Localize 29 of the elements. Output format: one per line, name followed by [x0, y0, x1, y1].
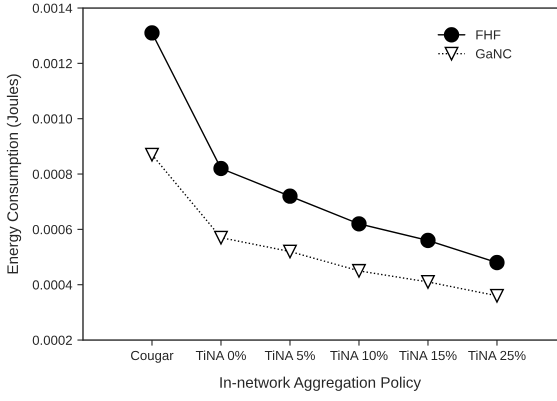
legend-label: FHF	[476, 30, 500, 40]
legend-label: GaNC	[476, 49, 512, 58]
y-tick-label: 0.0010	[32, 114, 72, 124]
y-axis-title: Energy Consumption (Joules)	[6, 74, 22, 274]
y-tick-label: 0.0012	[32, 58, 72, 68]
x-axis-title: In-network Aggregation Policy	[220, 376, 422, 391]
point	[145, 148, 159, 162]
x-tick-label: TiNA 10%	[330, 350, 388, 360]
y-tick-label: 0.0014	[32, 4, 72, 13]
point	[282, 188, 298, 204]
point	[490, 288, 504, 303]
y-tick-label: 0.0002	[32, 336, 72, 345]
x-tick-label: TiNA 15%	[399, 350, 457, 360]
point	[351, 216, 367, 232]
x-tick-label: TiNA 5%	[264, 350, 315, 360]
y-tick-label: 0.0006	[32, 224, 72, 234]
point	[214, 230, 228, 245]
point	[144, 25, 160, 41]
point	[489, 254, 505, 270]
point	[420, 232, 436, 248]
x-tick-label: TiNA 0%	[196, 350, 246, 360]
y-tick-label: 0.0008	[32, 170, 72, 179]
point	[421, 275, 435, 289]
point	[213, 160, 229, 176]
x-tick-label: TiNA 25%	[468, 350, 526, 360]
point	[352, 264, 366, 278]
point	[283, 244, 297, 258]
y-tick-label: 0.0004	[32, 280, 72, 290]
x-tick-label: Cougar	[131, 350, 174, 363]
